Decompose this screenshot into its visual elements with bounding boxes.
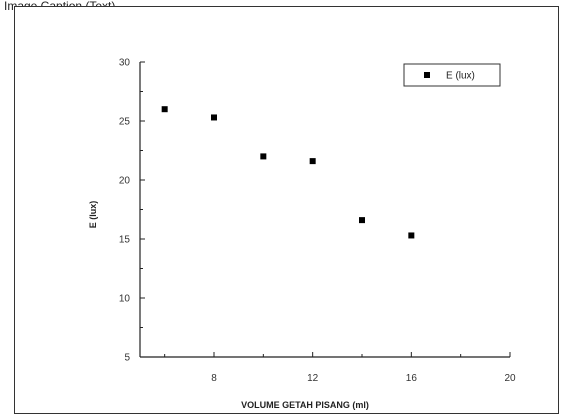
data-point <box>211 114 217 121</box>
legend-marker <box>424 72 430 78</box>
y-tick-label: 20 <box>119 176 131 187</box>
x-tick-label: 20 <box>504 373 516 384</box>
legend-box <box>403 63 501 87</box>
data-point <box>309 158 316 165</box>
data-point <box>359 217 365 224</box>
y-tick-label: 25 <box>119 117 131 128</box>
data-point <box>161 106 168 113</box>
y-tick-label: 5 <box>124 353 130 364</box>
ticks: 5 10 15 20 25 30 8 12 16 20 <box>119 58 516 385</box>
x-tick-label: 16 <box>406 373 418 384</box>
y-tick-label: 15 <box>119 235 131 246</box>
data-point <box>408 232 415 239</box>
x-axis-label: VOLUME GETAH PISANG (ml) <box>241 400 369 410</box>
legend-entry: E (lux) <box>446 71 475 82</box>
x-tick-label: 8 <box>211 373 217 384</box>
y-tick-label: 30 <box>119 58 131 69</box>
data-point <box>260 153 267 160</box>
y-tick-label: 10 <box>119 294 131 305</box>
x-tick-label: 12 <box>307 373 319 384</box>
y-axis-label: E (lux) <box>88 201 98 229</box>
axes <box>139 62 510 358</box>
legend: E (lux) <box>403 63 501 87</box>
data-points <box>161 106 415 239</box>
